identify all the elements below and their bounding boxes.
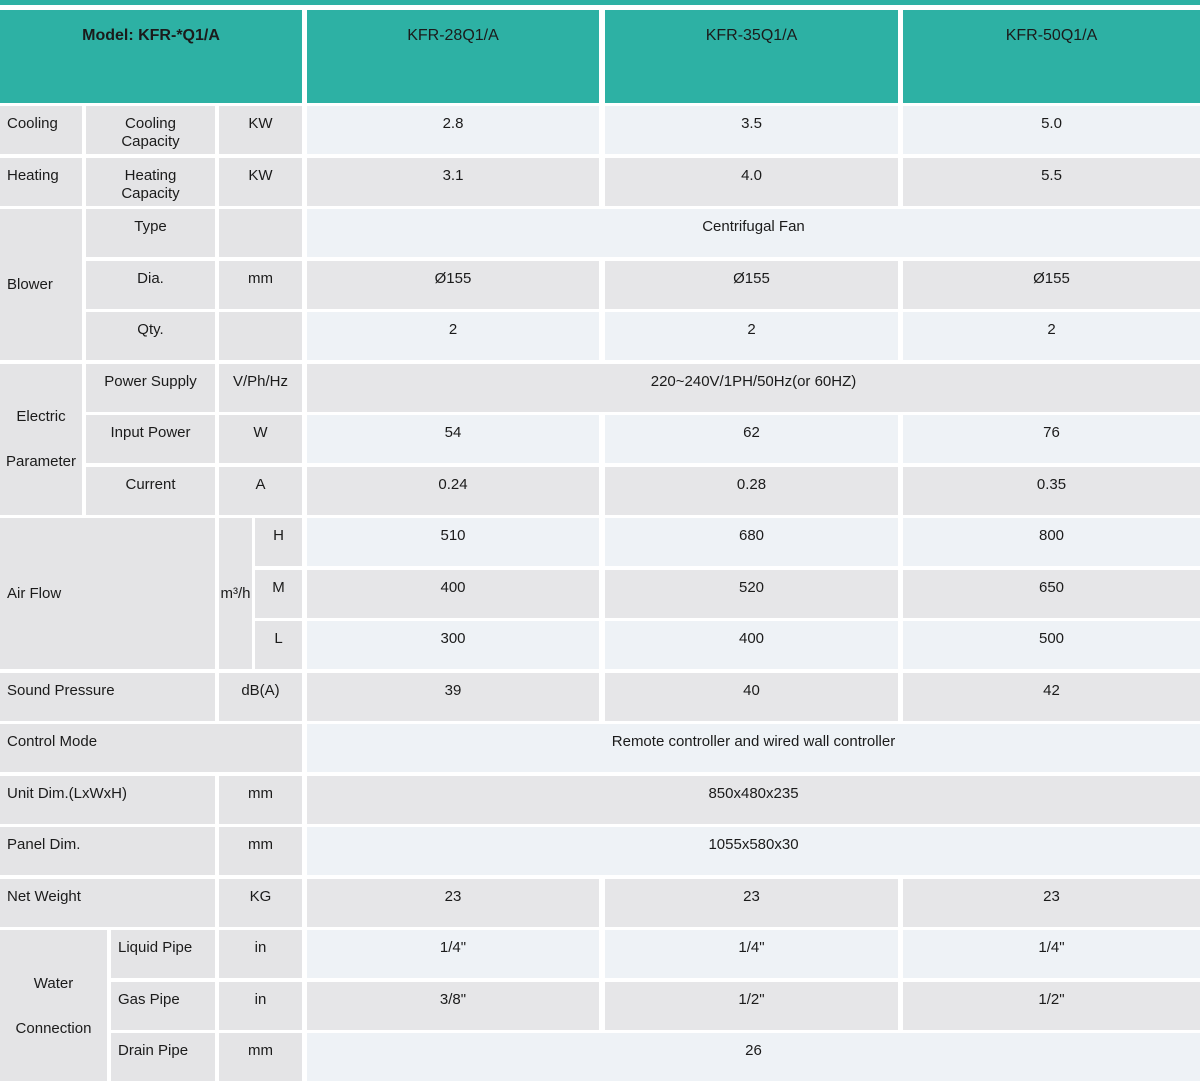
liquid-pipe-value-kfr28: 1/4" (307, 930, 599, 978)
air-flow-high-label-cell: H (255, 518, 302, 566)
current-value-kfr35: 0.28 (605, 466, 898, 515)
blower-qty-label-cell: Qty. (86, 312, 215, 360)
blower-dia-unit-cell: mm (219, 260, 302, 309)
current-label-cell: Current (86, 466, 215, 515)
blower-qty-value-kfr35: 2 (605, 312, 898, 360)
air-flow-low-label-cell: L (255, 621, 302, 669)
cooling-value-kfr50: 5.0 (903, 106, 1200, 154)
header-column-kfr-50: KFR-50Q1/A (903, 10, 1200, 103)
heating-value-kfr35: 4.0 (605, 157, 898, 206)
input-power-value-kfr35: 62 (605, 415, 898, 463)
power-supply-unit-cell: V/Ph/Hz (219, 363, 302, 412)
gas-pipe-value-kfr28: 3/8" (307, 981, 599, 1030)
header-column-kfr-28: KFR-28Q1/A (307, 10, 599, 103)
net-weight-value-kfr35: 23 (605, 878, 898, 927)
current-unit-cell: A (219, 466, 302, 515)
air-flow-medium-value-kfr50: 650 (903, 569, 1200, 618)
top-accent-bar (0, 0, 1200, 5)
panel-dim-value: 1055x580x30 (307, 827, 1200, 875)
blower-qty-unit-cell (219, 312, 302, 360)
blower-qty-value-kfr50: 2 (903, 312, 1200, 360)
current-value-kfr28: 0.24 (307, 466, 599, 515)
sound-pressure-value-kfr50: 42 (903, 672, 1200, 721)
input-power-unit-cell: W (219, 415, 302, 463)
blower-dia-value-kfr28: Ø155 (307, 260, 599, 309)
cooling-value-kfr28: 2.8 (307, 106, 599, 154)
liquid-pipe-value-kfr35: 1/4" (605, 930, 898, 978)
current-value-kfr50: 0.35 (903, 466, 1200, 515)
air-flow-low-value-kfr28: 300 (307, 621, 599, 669)
drain-pipe-unit-cell: mm (219, 1033, 302, 1081)
sound-pressure-value-kfr35: 40 (605, 672, 898, 721)
air-flow-high-value-kfr28: 510 (307, 518, 599, 566)
blower-dia-label-cell: Dia. (86, 260, 215, 309)
blower-category-cell: Blower (0, 209, 82, 360)
air-flow-low-value-kfr50: 500 (903, 621, 1200, 669)
air-flow-low-value-kfr35: 400 (605, 621, 898, 669)
gas-pipe-value-kfr50: 1/2" (903, 981, 1200, 1030)
cooling-value-kfr35: 3.5 (605, 106, 898, 154)
panel-dim-unit-cell: mm (219, 827, 302, 875)
air-flow-medium-value-kfr28: 400 (307, 569, 599, 618)
unit-dim-value: 850x480x235 (307, 775, 1200, 824)
blower-qty-value-kfr28: 2 (307, 312, 599, 360)
power-supply-label-cell: Power Supply (86, 363, 215, 412)
power-supply-value: 220~240V/1PH/50Hz(or 60HZ) (307, 363, 1200, 412)
heating-value-kfr28: 3.1 (307, 157, 599, 206)
input-power-label-cell: Input Power (86, 415, 215, 463)
blower-dia-value-kfr35: Ø155 (605, 260, 898, 309)
drain-pipe-label-cell: Drain Pipe (111, 1033, 215, 1081)
blower-type-unit-cell (219, 209, 302, 257)
net-weight-unit-cell: KG (219, 878, 302, 927)
sound-pressure-unit-cell: dB(A) (219, 672, 302, 721)
electric-parameter-category-cell: Electric Parameter (0, 363, 82, 515)
blower-dia-value-kfr50: Ø155 (903, 260, 1200, 309)
input-power-value-kfr28: 54 (307, 415, 599, 463)
heating-category-cell: Heating (0, 157, 82, 206)
gas-pipe-unit-cell: in (219, 981, 302, 1030)
air-flow-category-cell: Air Flow (0, 518, 215, 669)
blower-type-label-cell: Type (86, 209, 215, 257)
drain-pipe-value: 26 (307, 1033, 1200, 1081)
cooling-capacity-label-cell: Cooling Capacity (86, 106, 215, 154)
liquid-pipe-label-cell: Liquid Pipe (111, 930, 215, 978)
control-mode-category-cell: Control Mode (0, 724, 302, 772)
net-weight-value-kfr28: 23 (307, 878, 599, 927)
panel-dim-category-cell: Panel Dim. (0, 827, 215, 875)
net-weight-category-cell: Net Weight (0, 878, 215, 927)
sound-pressure-value-kfr28: 39 (307, 672, 599, 721)
heating-unit-cell: KW (219, 157, 302, 206)
unit-dim-category-cell: Unit Dim.(LxWxH) (0, 775, 215, 824)
cooling-category-cell: Cooling (0, 106, 82, 154)
heating-value-kfr50: 5.5 (903, 157, 1200, 206)
gas-pipe-label-cell: Gas Pipe (111, 981, 215, 1030)
control-mode-value: Remote controller and wired wall control… (307, 724, 1200, 772)
unit-dim-unit-cell: mm (219, 775, 302, 824)
net-weight-value-kfr50: 23 (903, 878, 1200, 927)
header-column-kfr-35: KFR-35Q1/A (605, 10, 898, 103)
liquid-pipe-value-kfr50: 1/4" (903, 930, 1200, 978)
heating-capacity-label-cell: Heating Capacity (86, 157, 215, 206)
header-model-cell: Model: KFR-*Q1/A (0, 10, 302, 103)
air-flow-high-value-kfr50: 800 (903, 518, 1200, 566)
air-flow-high-value-kfr35: 680 (605, 518, 898, 566)
blower-type-value: Centrifugal Fan (307, 209, 1200, 257)
air-flow-medium-value-kfr35: 520 (605, 569, 898, 618)
cooling-unit-cell: KW (219, 106, 302, 154)
gas-pipe-value-kfr35: 1/2" (605, 981, 898, 1030)
air-flow-medium-label-cell: M (255, 569, 302, 618)
air-flow-unit-cell: m³/h (219, 518, 252, 669)
sound-pressure-category-cell: Sound Pressure (0, 672, 215, 721)
input-power-value-kfr50: 76 (903, 415, 1200, 463)
liquid-pipe-unit-cell: in (219, 930, 302, 978)
water-connection-category-cell: Water Connection (0, 930, 107, 1081)
